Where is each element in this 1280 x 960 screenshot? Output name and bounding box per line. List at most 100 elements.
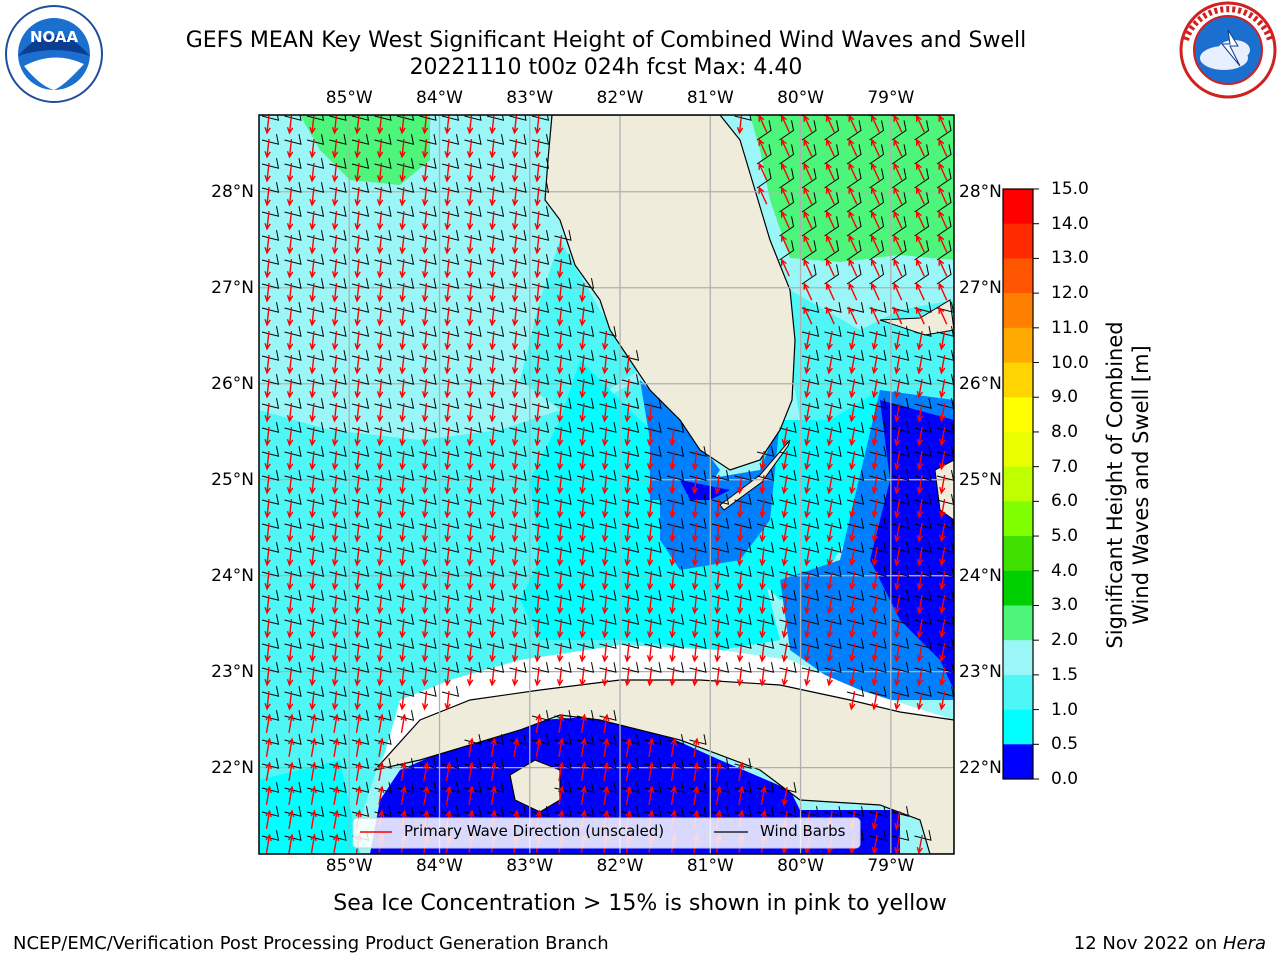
wave-arrow <box>579 666 586 687</box>
wave-arrow <box>286 642 294 663</box>
wave-arrow <box>759 618 766 639</box>
wave-arrow <box>556 426 564 447</box>
wave-arrow <box>264 186 271 207</box>
colorbar-segment <box>1003 397 1033 433</box>
wave-arrow <box>286 115 294 135</box>
wave-arrow <box>399 258 406 279</box>
wind-barb <box>464 230 482 241</box>
wind-barb <box>419 470 437 481</box>
wind-barb <box>554 422 572 433</box>
wind-barb <box>284 230 302 241</box>
wind-barb <box>329 518 347 529</box>
wind-barb <box>891 350 910 361</box>
wind-barb <box>441 542 460 553</box>
wave-arrow <box>556 306 564 327</box>
wave-arrow <box>804 379 811 399</box>
colorbar-tick-label: 2.0 <box>1051 630 1079 651</box>
wave-arrow <box>781 571 788 591</box>
wind-barb <box>554 374 572 385</box>
wave-arrow <box>781 619 788 639</box>
wave-arrow <box>646 426 654 447</box>
wave-arrow <box>286 162 294 183</box>
wind-barb <box>374 115 392 121</box>
wave-arrow <box>264 210 271 231</box>
wave-arrow <box>691 522 699 543</box>
wave-arrow <box>556 402 564 423</box>
wind-barb <box>261 230 280 241</box>
wind-barb <box>779 120 795 141</box>
colorbar-segment <box>1003 189 1033 225</box>
wind-barb <box>531 278 550 289</box>
wave-arrow <box>264 474 271 495</box>
wave-arrow <box>535 713 542 733</box>
wind-barb <box>329 566 347 577</box>
wind-barb <box>801 662 820 673</box>
wave-arrow <box>376 354 384 375</box>
wind-barb <box>351 158 370 169</box>
wind-barb <box>869 120 885 141</box>
wind-barb <box>351 206 370 217</box>
wind-barb <box>689 590 707 601</box>
colorbar-tick-label: 12.0 <box>1051 283 1089 304</box>
lat-label-right: 24°N <box>959 565 1002 586</box>
wind-barb <box>599 422 617 433</box>
wave-arrow <box>489 210 496 231</box>
wave-arrow <box>647 761 655 781</box>
wind-barb <box>846 686 865 697</box>
wave-arrow <box>354 450 361 471</box>
wind-barb <box>419 590 437 601</box>
wind-barb <box>801 446 820 457</box>
wind-barb <box>441 446 460 457</box>
wave-arrow <box>264 402 271 423</box>
wave-arrow <box>444 666 451 687</box>
wave-arrow <box>354 354 361 375</box>
colorbar-tick-label: 13.0 <box>1051 248 1089 269</box>
wave-arrow <box>736 570 744 591</box>
wind-barb <box>891 216 907 237</box>
wave-arrow <box>376 594 384 615</box>
wind-barb <box>666 638 685 649</box>
wind-barb <box>306 254 325 265</box>
wind-barb <box>486 566 505 577</box>
wave-arrow <box>916 475 923 495</box>
wave-arrow <box>421 402 429 423</box>
wind-barb <box>396 134 415 145</box>
wave-arrow <box>915 282 925 301</box>
wind-barb <box>306 326 325 337</box>
wave-arrow <box>421 115 429 135</box>
wave-arrow <box>557 713 565 733</box>
wave-arrow <box>331 402 339 423</box>
wind-barb <box>419 422 437 433</box>
wind-barb <box>284 686 302 697</box>
wave-arrow <box>264 642 271 663</box>
wave-arrow <box>264 618 271 639</box>
wave-arrow <box>871 619 878 639</box>
wave-arrow <box>579 402 586 423</box>
wind-barb <box>486 230 505 241</box>
wind-barb <box>734 590 752 601</box>
wave-arrow <box>376 330 384 351</box>
wave-arrow <box>444 690 451 711</box>
wind-barb <box>419 182 437 193</box>
wave-arrow <box>309 306 316 327</box>
wave-arrow <box>894 619 901 639</box>
wind-barb <box>509 614 527 625</box>
wind-barb <box>531 470 550 481</box>
wind-barb <box>531 134 550 145</box>
wave-arrow <box>803 234 813 253</box>
wave-arrow <box>804 571 811 591</box>
wind-barb <box>261 115 280 121</box>
wave-arrow <box>309 426 316 447</box>
wind-barb <box>419 494 437 505</box>
wind-barb <box>891 374 910 385</box>
wind-barb <box>486 350 505 361</box>
wave-arrow <box>264 450 271 471</box>
wind-barb <box>621 398 640 409</box>
wind-barb <box>869 302 887 313</box>
wind-barb <box>756 120 772 141</box>
wave-arrow <box>601 522 609 543</box>
wind-barb <box>509 206 527 217</box>
wind-barb <box>419 614 437 625</box>
wave-arrow <box>399 570 406 591</box>
wave-arrow <box>376 234 384 255</box>
